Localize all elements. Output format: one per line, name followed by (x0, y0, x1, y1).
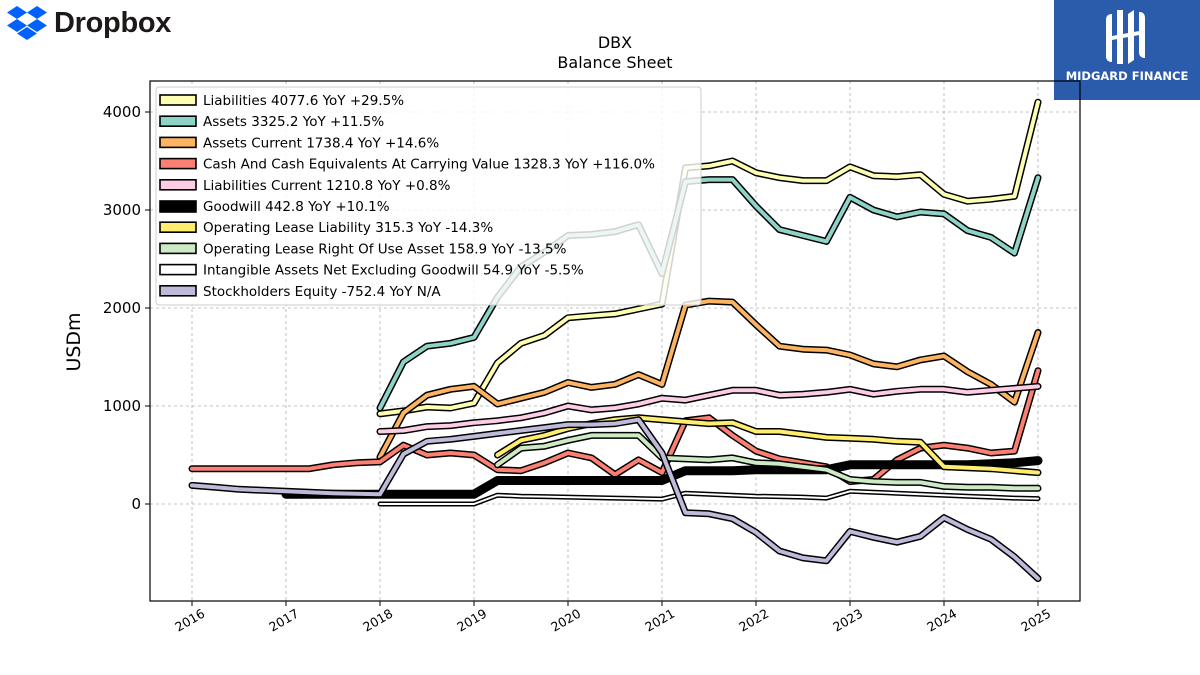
legend-label: Intangible Assets Net Excluding Goodwill… (203, 263, 584, 279)
x-tick-label: 2019 (454, 606, 489, 635)
series-line (190, 417, 1040, 581)
x-tick-label: 2022 (736, 606, 771, 635)
legend-item: Liabilities Current 1210.8 YoY +0.8% (159, 178, 451, 194)
legend-item: Operating Lease Liability 315.3 YoY -14.… (159, 220, 493, 236)
legend-label: Stockholders Equity -752.4 YoY N/A (203, 284, 441, 300)
legend-item: Operating Lease Right Of Use Asset 158.9… (159, 241, 567, 257)
series-line (378, 299, 1040, 459)
series-liabilities (376, 98, 1042, 418)
x-tick-label: 2024 (924, 606, 959, 635)
series-layer (188, 98, 1043, 582)
y-tick-label: 1000 (103, 397, 141, 415)
x-tick-label: 2021 (642, 606, 677, 635)
legend: Liabilities 4077.6 YoY +29.5% Assets 3325… (155, 86, 702, 306)
legend-label: Goodwill 442.8 YoY +10.1% (203, 199, 390, 215)
legend-swatch (159, 136, 197, 149)
series-line (190, 368, 1040, 484)
series-assets (376, 174, 1042, 412)
dropbox-brand: Dropbox (6, 5, 171, 41)
legend-label: Liabilities Current 1210.8 YoY +0.8% (203, 178, 451, 194)
x-tick-label: 2016 (172, 606, 207, 635)
x-tick-label: 2020 (548, 606, 583, 635)
dropbox-logo-icon (7, 6, 47, 40)
midgard-logo-icon (1106, 10, 1145, 64)
legend-item: Assets 3325.2 YoY +11.5% (159, 114, 384, 130)
series-goodwill (281, 456, 1043, 499)
plot-frame (149, 80, 1081, 602)
series-cash-and-cash-equivalents-at-carrying-value (188, 367, 1042, 485)
series-operating-lease-right-of-use-asset (494, 431, 1042, 492)
x-tick-label: 2023 (830, 606, 865, 635)
legend-swatch (159, 157, 197, 170)
legend-label: Assets 3325.2 YoY +11.5% (203, 114, 384, 130)
legend-swatch (159, 242, 197, 255)
legend-label: Liabilities 4077.6 YoY +29.5% (203, 93, 404, 109)
x-tick-label: 2025 (1018, 606, 1053, 635)
series-intangible-assets-net-excluding-goodwill (377, 488, 1041, 507)
x-tick-label: 2018 (360, 606, 395, 635)
legend-item: Goodwill 442.8 YoY +10.1% (159, 199, 390, 215)
series-line (378, 384, 1040, 434)
legend-swatch (159, 263, 197, 276)
y-tick-label: 0 (131, 495, 141, 513)
legend-swatch (159, 179, 197, 191)
legend-label: Cash And Cash Equivalents At Carrying Va… (203, 157, 655, 173)
legend-swatch (159, 200, 197, 213)
series-assets-current (376, 297, 1042, 461)
legend-item: Stockholders Equity -752.4 YoY N/A (159, 284, 441, 300)
legend-box (155, 86, 702, 306)
series-line (281, 456, 1043, 499)
legend-item: Intangible Assets Net Excluding Goodwill… (159, 263, 584, 279)
chart-subtitle: Balance Sheet (557, 53, 672, 72)
legend-item: Cash And Cash Equivalents At Carrying Va… (159, 157, 655, 173)
legend-swatch (159, 221, 197, 233)
series-line (378, 100, 1040, 416)
legend-label: Assets Current 1738.4 YoY +14.6% (203, 135, 439, 151)
legend-item: Assets Current 1738.4 YoY +14.6% (159, 135, 439, 151)
legend-swatch (159, 115, 197, 127)
chart-title: DBX (598, 33, 632, 52)
series-line (379, 490, 1039, 505)
legend-swatch (159, 94, 197, 106)
midgard-finance-badge: MIDGARD FINANCE (1054, 0, 1200, 100)
y-tick-label: 4000 (103, 103, 141, 121)
series-line (495, 433, 1040, 491)
brand-name: Dropbox (54, 6, 172, 39)
series-liabilities-current (376, 382, 1042, 435)
badge-label: MIDGARD FINANCE (1065, 69, 1189, 83)
y-axis-label: USDm (63, 312, 85, 371)
x-tick-label: 2017 (266, 606, 301, 635)
series-line (378, 175, 1040, 410)
y-tick-label: 3000 (103, 201, 141, 219)
legend-item: Liabilities 4077.6 YoY +29.5% (159, 93, 404, 109)
legend-label: Operating Lease Right Of Use Asset 158.9… (203, 241, 567, 257)
series-stockholders-equity (188, 416, 1042, 582)
y-tick-label: 2000 (103, 299, 141, 317)
legend-label: Operating Lease Liability 315.3 YoY -14.… (203, 220, 493, 236)
legend-swatch (159, 284, 197, 297)
